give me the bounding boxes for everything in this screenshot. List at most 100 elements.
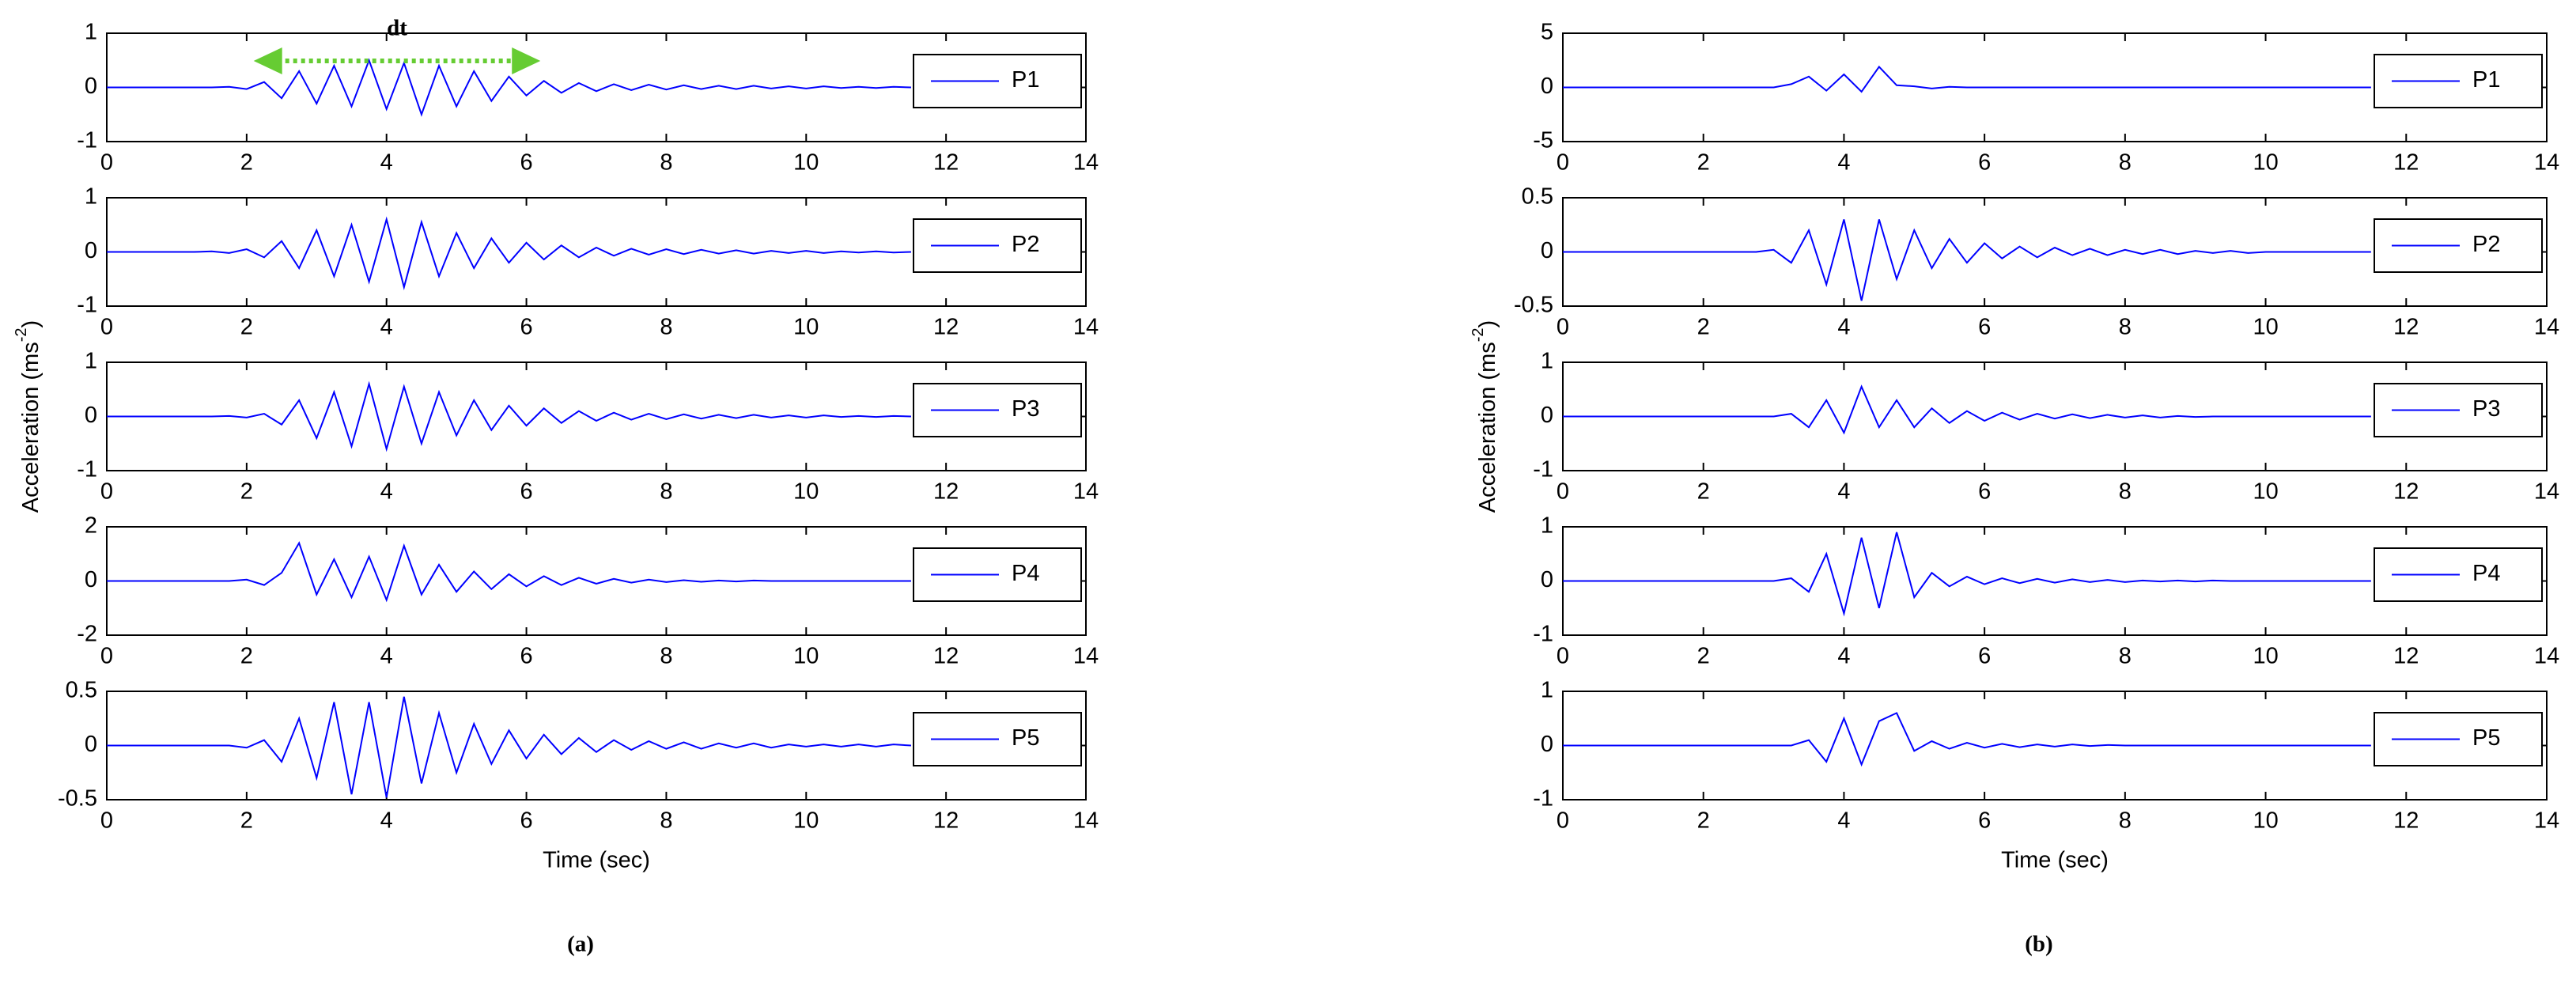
x-tick-label: 12: [2393, 808, 2419, 834]
x-tick-label: 0: [100, 644, 113, 669]
y-tick-label: 0: [1541, 238, 1553, 263]
x-tick-label: 4: [1837, 644, 1850, 669]
annotation-text: dt: [387, 16, 407, 41]
x-tick-label: 12: [2393, 315, 2419, 340]
x-tick-label: 2: [1697, 150, 1710, 176]
x-tick-label: 6: [520, 808, 533, 834]
y-tick-label: 0: [85, 74, 97, 99]
y-tick-label: 1: [1541, 513, 1553, 539]
x-tick-label: 14: [1073, 150, 1099, 176]
y-tick-label: 0: [1541, 403, 1553, 428]
legend-label: P2: [2472, 232, 2500, 257]
series-line: [1563, 65, 2371, 93]
y-tick-label: 1: [85, 184, 97, 210]
x-tick-label: 4: [1837, 315, 1850, 340]
x-tick-label: 4: [1837, 479, 1850, 505]
legend-label: P3: [1012, 396, 1039, 422]
legend-label: P2: [1012, 232, 1039, 257]
x-tick-label: 0: [1557, 315, 1569, 340]
x-tick-label: 12: [933, 808, 959, 834]
series-line: [107, 216, 911, 290]
y-tick-label: 0: [85, 567, 97, 592]
y-tick-label: 5: [1541, 20, 1553, 45]
y-tick-label: -0.5: [58, 786, 97, 812]
x-tick-label: 8: [2119, 315, 2132, 340]
legend-label: P5: [1012, 725, 1039, 751]
y-tick-label: 1: [1541, 678, 1553, 703]
x-tick-label: 10: [2253, 150, 2278, 176]
x-tick-label: 0: [1557, 479, 1569, 505]
x-tick-label: 0: [1557, 644, 1569, 669]
y-axis-label-end: ): [1475, 320, 1500, 328]
x-tick-label: 10: [793, 644, 819, 669]
x-tick-label: 4: [380, 644, 393, 669]
series-line: [1563, 712, 2371, 767]
x-tick-label: 14: [1073, 315, 1099, 340]
x-tick-label: 0: [100, 808, 113, 834]
y-tick-label: -1: [1533, 457, 1553, 483]
y-tick-label: -1: [77, 457, 97, 483]
y-tick-label: -1: [77, 128, 97, 153]
y-tick-label: -1: [1533, 622, 1553, 647]
x-tick-label: 0: [100, 150, 113, 176]
x-tick-label: 6: [1978, 479, 1991, 505]
x-tick-label: 8: [2119, 150, 2132, 176]
x-tick-label: 12: [933, 150, 959, 176]
x-tick-label: 2: [1697, 644, 1710, 669]
legend-label: P3: [2472, 396, 2500, 422]
x-tick-label: 4: [380, 808, 393, 834]
y-axis-label-end: ): [18, 320, 44, 328]
x-tick-label: 6: [520, 479, 533, 505]
x-tick-label: 14: [1073, 479, 1099, 505]
x-tick-label: 10: [2253, 479, 2278, 505]
x-tick-label: 12: [2393, 644, 2419, 669]
y-tick-label: -2: [77, 622, 97, 647]
x-tick-label: 0: [100, 479, 113, 505]
x-tick-label: 8: [2119, 808, 2132, 834]
arrow-head-left: [253, 47, 282, 74]
x-tick-label: 14: [1073, 808, 1099, 834]
y-tick-label: 0: [85, 238, 97, 263]
x-tick-label: 8: [660, 479, 672, 505]
x-tick-label: 2: [240, 808, 253, 834]
y-tick-label: 0.5: [66, 678, 97, 703]
series-line: [1563, 219, 2371, 301]
series-line: [107, 58, 911, 117]
x-tick-label: 12: [933, 315, 959, 340]
series-line: [107, 541, 911, 603]
legend-label: P1: [2472, 67, 2500, 93]
y-tick-label: 0: [85, 732, 97, 757]
x-tick-label: 0: [1557, 150, 1569, 176]
y-tick-label: -1: [77, 293, 97, 318]
x-axis-label: Time (sec): [543, 848, 650, 873]
x-tick-label: 12: [933, 479, 959, 505]
y-axis-label-sup: -2: [1470, 327, 1487, 342]
x-tick-label: 6: [1978, 150, 1991, 176]
x-tick-label: 4: [380, 150, 393, 176]
y-tick-label: 1: [1541, 349, 1553, 374]
x-tick-label: 4: [380, 479, 393, 505]
x-tick-label: 14: [1073, 644, 1099, 669]
x-tick-label: 14: [2534, 644, 2559, 669]
x-tick-label: 4: [1837, 808, 1850, 834]
x-tick-label: 8: [660, 150, 672, 176]
legend-label: P4: [1012, 561, 1039, 586]
x-tick-label: 6: [1978, 808, 1991, 834]
series-line: [107, 696, 911, 798]
y-tick-label: 1: [85, 20, 97, 45]
x-tick-label: 6: [520, 315, 533, 340]
x-tick-label: 10: [793, 315, 819, 340]
legend-label: P1: [1012, 67, 1039, 93]
x-tick-label: 2: [240, 644, 253, 669]
y-axis-label-text: Acceleration (ms: [1475, 342, 1500, 513]
series-line: [1563, 532, 2371, 617]
y-axis-label: Acceleration (ms-2): [1470, 320, 1500, 513]
series-line: [107, 380, 911, 452]
y-tick-label: 0: [1541, 567, 1553, 592]
y-axis-label-sup: -2: [13, 327, 30, 342]
x-tick-label: 6: [520, 644, 533, 669]
x-tick-label: 14: [2534, 315, 2559, 340]
x-tick-label: 2: [240, 150, 253, 176]
